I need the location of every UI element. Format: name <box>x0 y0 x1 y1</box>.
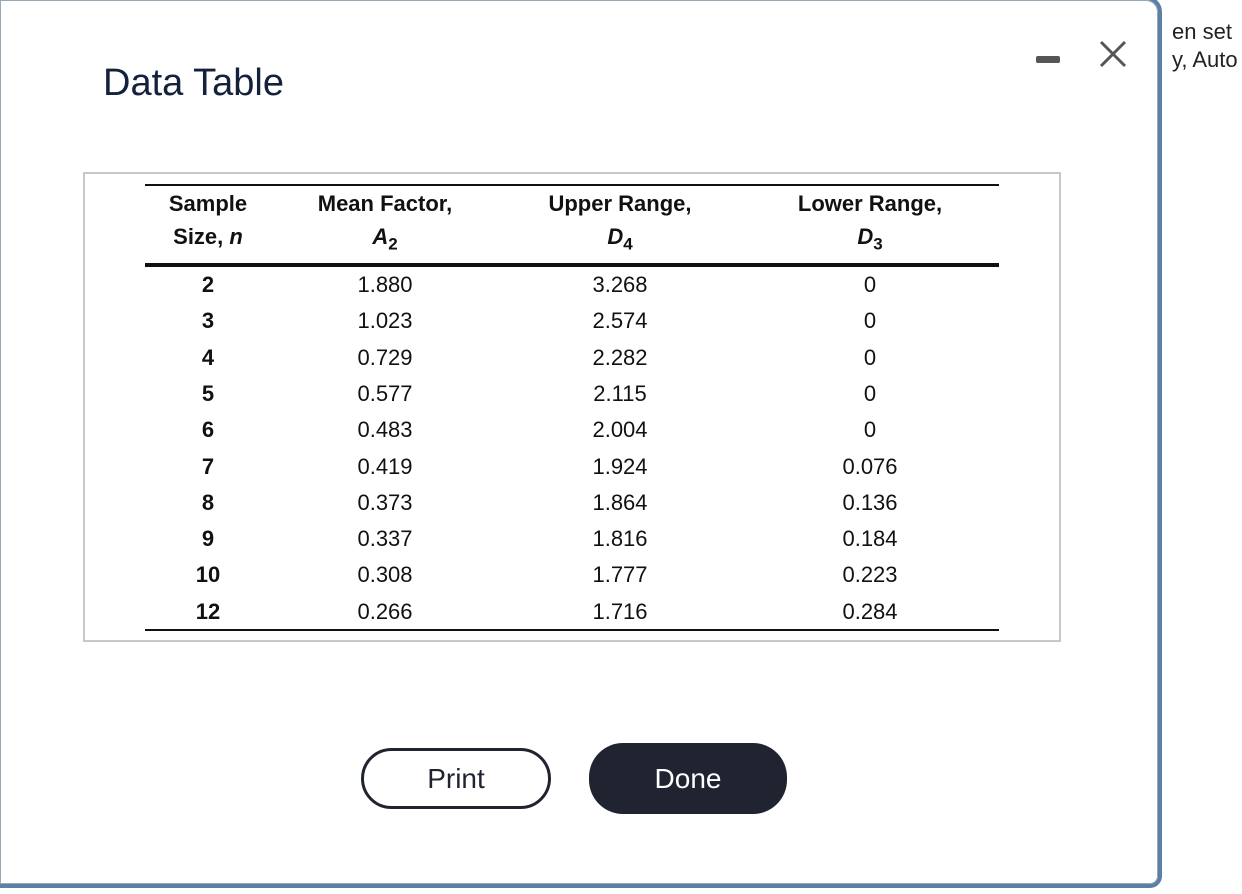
table-cell: 0.337 <box>357 526 413 552</box>
header-subscript: 2 <box>388 234 398 254</box>
table-cell: 2.574 <box>592 308 648 334</box>
row-label: 5 <box>201 380 215 406</box>
table-cell: 0.076 <box>842 453 898 479</box>
close-button[interactable] <box>1095 34 1131 74</box>
row-label: 8 <box>201 489 215 515</box>
background-line: en set <box>1172 19 1232 44</box>
table-top-rule <box>145 184 999 186</box>
row-label: 6 <box>201 417 215 443</box>
header-subscript: 3 <box>873 234 883 254</box>
table-cell: 1.716 <box>592 598 648 624</box>
table-cell: 0.419 <box>357 453 413 479</box>
row-label: 12 <box>195 598 221 624</box>
header-symbol: D <box>857 224 874 249</box>
table-frame <box>83 172 1061 642</box>
table-cell: 0 <box>863 344 877 370</box>
print-button[interactable]: Print <box>361 748 551 809</box>
header-line: Size, n <box>88 220 328 253</box>
header-cell: Lower Range, D3 <box>750 187 990 260</box>
table-cell: 1.777 <box>592 562 648 588</box>
table-cell: 1.880 <box>357 272 413 297</box>
row-label: 3 <box>201 308 215 334</box>
header-cell: Upper Range, D4 <box>500 187 740 260</box>
header-cell: Mean Factor, A2 <box>265 187 505 260</box>
table-bottom-rule <box>145 629 999 631</box>
header-symbol: D <box>607 224 624 249</box>
table-cell: 2.282 <box>592 344 648 370</box>
header-line: D3 <box>750 220 990 260</box>
header-cell: Sample Size, n <box>88 187 328 253</box>
table-cell: 0.266 <box>357 598 413 624</box>
dialog <box>0 0 1162 888</box>
background-text: en set y, Auto <box>1172 18 1242 74</box>
row-label: 9 <box>201 526 215 552</box>
table-cell: 0.136 <box>842 489 898 515</box>
row-label: 4 <box>201 344 215 370</box>
table-cell: 0 <box>863 308 877 334</box>
done-button[interactable]: Done <box>589 743 787 814</box>
header-symbol: A <box>372 224 389 249</box>
table-cell: 0 <box>863 417 877 443</box>
table-cell: 0.373 <box>357 489 413 515</box>
table-cell: 2.004 <box>592 417 648 443</box>
header-line: Sample <box>168 191 248 216</box>
header-symbol: n <box>229 224 243 249</box>
header-text: Size, <box>173 224 224 249</box>
dialog-title: Data Table <box>103 62 284 104</box>
header-line: Lower Range, <box>797 191 943 216</box>
minimize-button[interactable] <box>1036 56 1060 63</box>
table-cell: 0 <box>863 380 877 406</box>
header-line: Upper Range, <box>548 191 692 216</box>
header-rule <box>145 263 999 267</box>
table-cell: 2.115 <box>593 380 647 406</box>
row-label: 2 <box>201 272 215 297</box>
table-cell: 1.924 <box>592 453 648 479</box>
row-label: 10 <box>195 562 221 588</box>
background-line: y, Auto <box>1172 47 1238 72</box>
header-line: A2 <box>265 220 505 260</box>
table-cell: 0.184 <box>842 526 898 552</box>
table-cell: 0.729 <box>357 344 413 370</box>
table-cell: 0.483 <box>357 417 413 443</box>
header-line: D4 <box>500 220 740 260</box>
table-cell: 1.023 <box>357 308 413 334</box>
table-cell: 1.864 <box>592 489 648 515</box>
table-cell: 0.284 <box>842 598 898 624</box>
table-cell: 1.816 <box>592 526 648 552</box>
header-line: Mean Factor, <box>317 191 453 216</box>
table-cell: 0.577 <box>357 380 413 406</box>
table-cell: 0 <box>863 272 877 297</box>
header-subscript: 4 <box>623 234 633 254</box>
row-label: 7 <box>201 453 215 479</box>
table-cell: 3.268 <box>592 272 648 297</box>
table-cell: 0.308 <box>357 562 413 588</box>
table-cell: 0.223 <box>842 562 898 588</box>
